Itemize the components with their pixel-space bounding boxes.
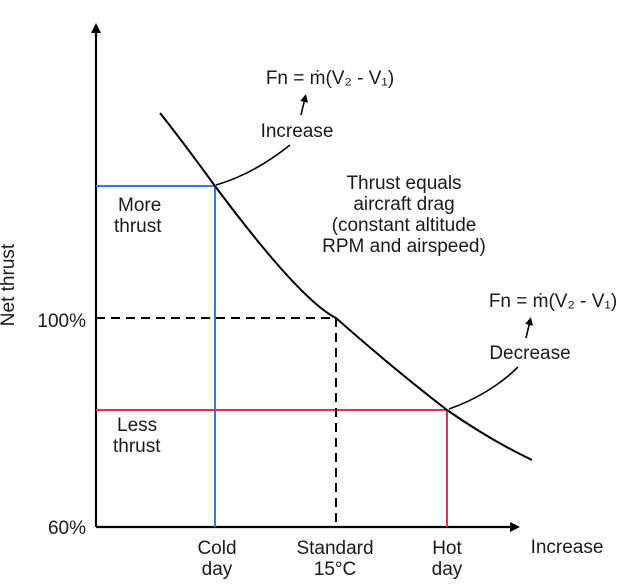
x-tick-cold-line-1: Cold — [197, 538, 236, 559]
right-formula: Fn = ṁ(V₂ - V₁) — [489, 291, 617, 312]
top-small-arrow — [300, 94, 308, 116]
thrust-curve — [159, 112, 533, 461]
x-tick-standard-line-2: 15°C — [314, 559, 356, 580]
y-axis-label: Net thrust — [0, 243, 19, 326]
curve-note-line-2: aircraft drag — [353, 194, 454, 215]
x-tick-hot-line-2: day — [432, 559, 463, 580]
curve-note-line-3: (constant altitude — [332, 215, 477, 236]
x-tick-hot-line-1: Hot — [432, 538, 462, 559]
more-thrust-line-2: thrust — [114, 216, 162, 237]
right-change-label: Decrease — [489, 343, 570, 364]
less-thrust-line-2: thrust — [113, 436, 161, 457]
x-axis-end-label: Increase — [531, 537, 604, 558]
right-pointer-line — [448, 366, 519, 410]
x-tick-cold-line-2: day — [202, 559, 233, 580]
curve-note-line-4: RPM and airspeed) — [322, 236, 486, 257]
less-thrust-line-1: Less — [117, 415, 157, 436]
y-tick-100: 100% — [37, 311, 86, 332]
curve-note-line-1: Thrust equals — [346, 173, 461, 194]
top-pointer-line — [215, 144, 291, 186]
right-small-arrow — [525, 317, 533, 339]
top-formula: Fn = ṁ(V₂ - V₁) — [266, 68, 394, 89]
top-change-label: Increase — [261, 121, 334, 142]
y-tick-60: 60% — [48, 518, 86, 539]
more-thrust-line-1: More — [118, 195, 161, 216]
x-tick-standard-line-1: Standard — [296, 538, 373, 559]
